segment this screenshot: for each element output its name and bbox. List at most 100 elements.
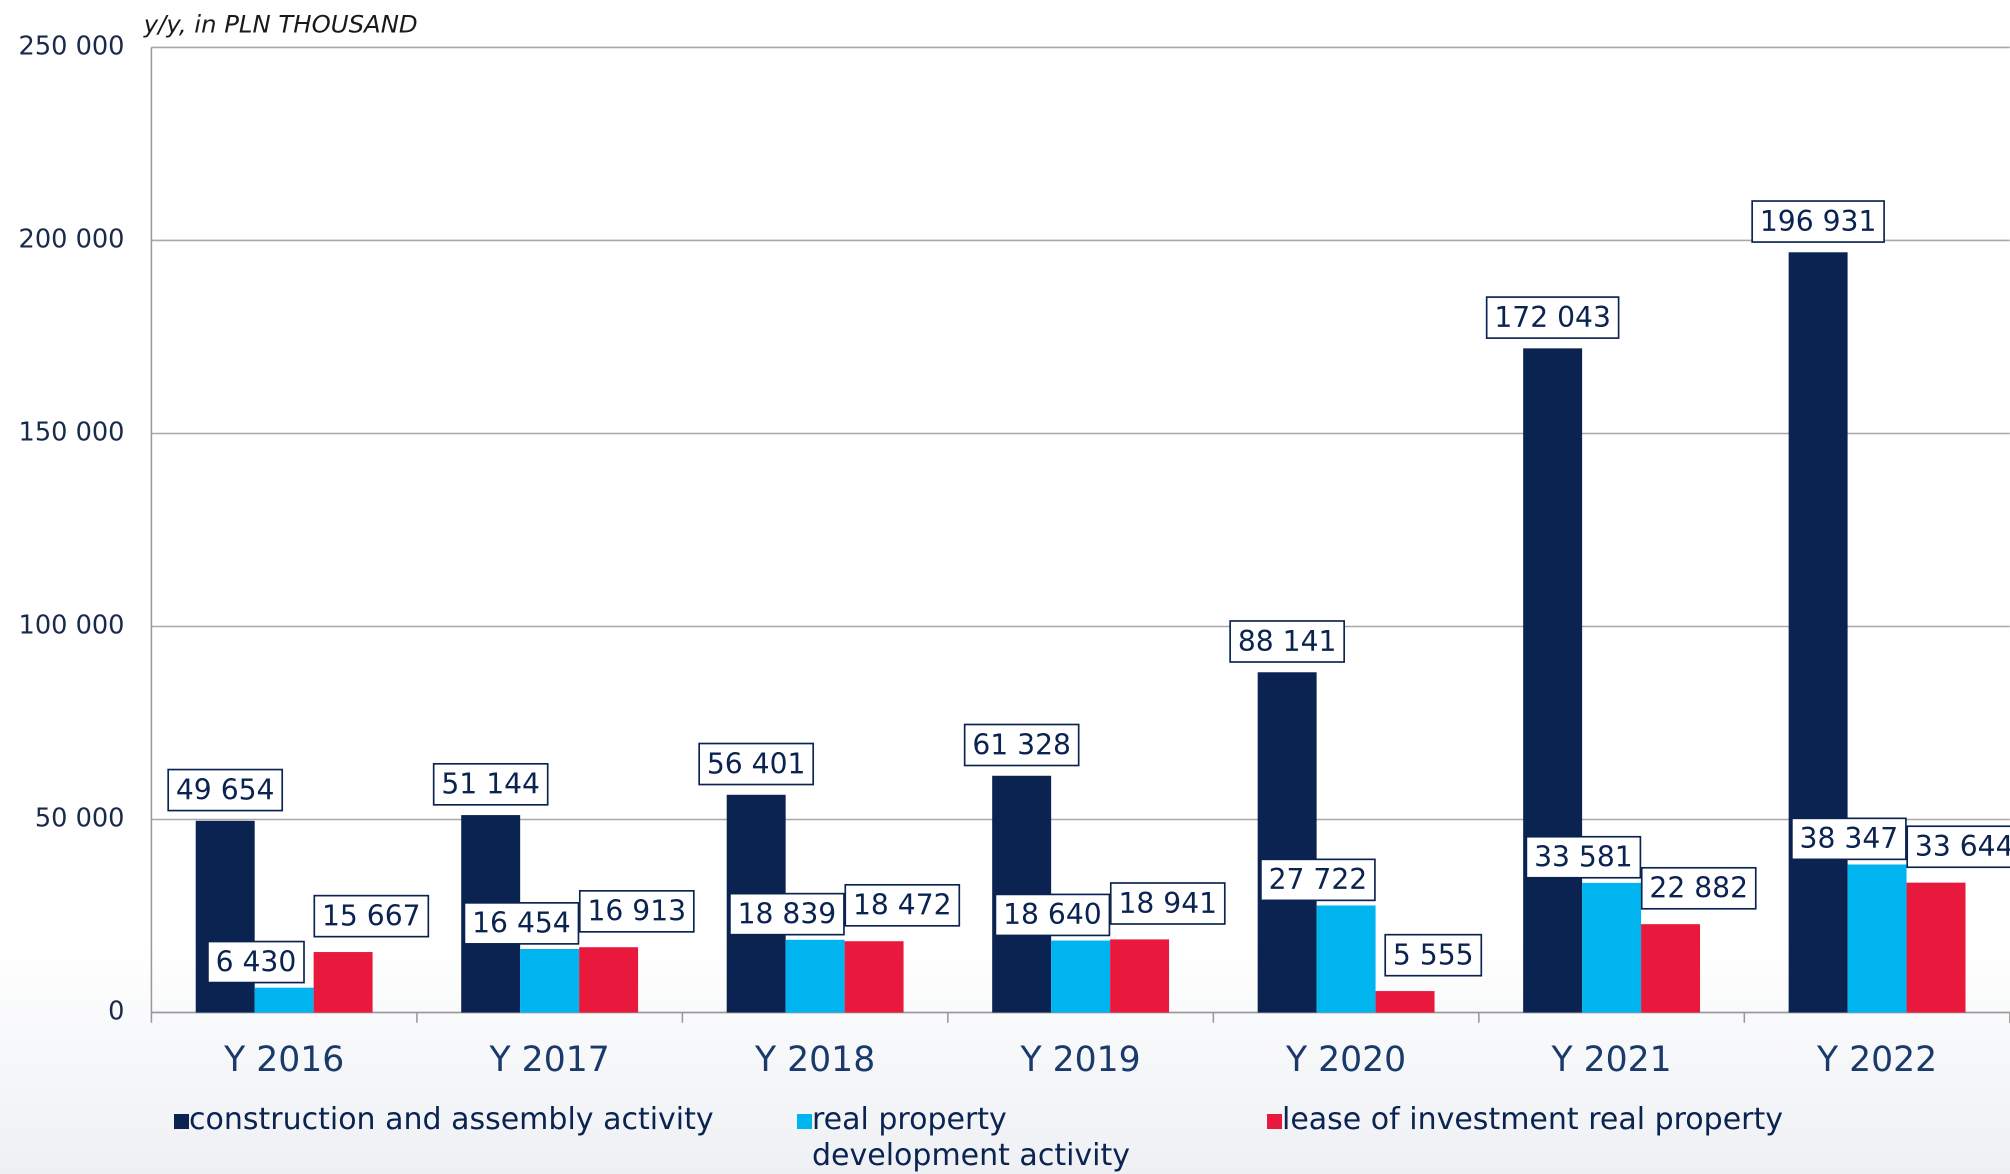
bar [1375, 991, 1435, 1013]
data-label-box [1640, 866, 1757, 910]
data-label-text: 27 722 [1269, 863, 1368, 896]
data-label-box [844, 883, 961, 927]
data-label: 18 839 [729, 892, 845, 936]
data-label: 38 347 [1791, 817, 1907, 861]
bar [520, 948, 580, 1013]
data-label: 51 144 [432, 762, 549, 806]
legend-swatch [797, 1114, 812, 1129]
bar [1523, 348, 1583, 1013]
y-tick-label: 150 000 [19, 417, 125, 447]
data-label-box [1791, 817, 1907, 861]
x-tick-label: Y 2021 [1551, 1040, 1672, 1080]
data-label: 61 328 [963, 723, 1080, 767]
data-label-text: 22 882 [1649, 872, 1748, 905]
x-tick-label: Y 2017 [489, 1040, 610, 1080]
bar [195, 820, 255, 1013]
legend-swatch [1267, 1114, 1282, 1129]
data-label-box [1384, 933, 1483, 977]
data-label-text: 196 931 [1760, 205, 1877, 238]
data-label-text: 15 667 [322, 899, 421, 932]
data-label-box [578, 889, 695, 933]
data-label: 5 555 [1384, 933, 1483, 977]
data-label-box [432, 762, 549, 806]
data-label-text: 38 347 [1800, 822, 1899, 855]
data-label-box [207, 940, 305, 984]
legend-label: construction and assembly activity [189, 1102, 714, 1137]
data-label: 172 043 [1485, 296, 1620, 339]
y-tick-label: 250 000 [19, 31, 125, 61]
y-tick-label: 100 000 [19, 610, 125, 640]
x-tick-label: Y 2018 [754, 1040, 875, 1080]
bar [1788, 252, 1848, 1013]
data-label-box [463, 902, 580, 945]
data-label-text: 18 472 [853, 889, 952, 922]
bar [313, 952, 373, 1013]
y-tick-label: 0 [108, 997, 124, 1027]
data-label: 16 454 [463, 902, 580, 945]
data-label-text: 56 401 [707, 747, 806, 780]
x-tick-label: Y 2022 [1816, 1040, 1937, 1080]
data-label-text: 5 555 [1393, 938, 1474, 971]
legend-label: real property development activity [812, 1102, 1131, 1173]
data-label: 16 913 [578, 889, 695, 933]
data-label-box [167, 768, 284, 812]
legend-item: lease of investment real property [1267, 1102, 1967, 1138]
data-label: 6 430 [207, 940, 305, 984]
data-label-box [1751, 200, 1885, 243]
data-label-box [1229, 620, 1345, 663]
legend-swatch [174, 1114, 189, 1129]
bar [1051, 940, 1111, 1013]
data-label-box [994, 893, 1111, 937]
bar [844, 941, 904, 1013]
data-label-text: 33 581 [1534, 841, 1633, 874]
x-tick-label: Y 2019 [1020, 1040, 1141, 1080]
data-label-box [1525, 835, 1642, 879]
data-label: 18 472 [844, 883, 961, 927]
data-label-box [698, 742, 815, 786]
data-label: 196 931 [1751, 200, 1885, 243]
bar [1582, 882, 1642, 1013]
y-tick-label: 50 000 [35, 803, 125, 833]
data-label: 22 882 [1640, 866, 1757, 910]
data-label-box [1109, 882, 1226, 925]
data-label: 56 401 [698, 742, 815, 786]
data-label-box [729, 892, 845, 936]
data-label-box [1906, 825, 2010, 869]
data-label-text: 18 839 [738, 897, 837, 930]
data-label-text: 18 640 [1003, 898, 1102, 931]
bar [254, 987, 314, 1013]
bar [1641, 924, 1701, 1013]
data-label-text: 88 141 [1238, 625, 1337, 658]
bar [1257, 672, 1317, 1013]
data-label-box [963, 723, 1080, 767]
bar [1316, 905, 1376, 1013]
data-label-box [1485, 296, 1620, 339]
bar [1847, 864, 1907, 1013]
data-label: 18 941 [1109, 882, 1226, 925]
data-label: 33 581 [1525, 835, 1642, 879]
y-tick-label: 200 000 [19, 224, 125, 254]
bar [579, 947, 639, 1013]
data-label-text: 6 430 [216, 945, 297, 978]
legend-label: lease of investment real property [1282, 1102, 1784, 1137]
legend-item: construction and assembly activity [174, 1102, 874, 1138]
data-label-box [1260, 858, 1376, 902]
data-label-text: 33 644 [1915, 830, 2010, 863]
data-label-box [313, 894, 430, 938]
data-label-text: 49 654 [176, 773, 275, 806]
data-label-text: 18 941 [1118, 887, 1217, 920]
data-label: 18 640 [994, 893, 1111, 937]
data-label-text: 16 913 [587, 895, 686, 928]
data-label: 49 654 [167, 768, 284, 812]
bar [785, 939, 845, 1013]
x-tick-label: Y 2016 [223, 1040, 344, 1080]
data-label-text: 172 043 [1494, 301, 1611, 334]
data-label: 27 722 [1260, 858, 1376, 902]
data-label-text: 16 454 [472, 907, 571, 940]
data-label: 33 644 [1906, 825, 2010, 869]
x-tick-label: Y 2020 [1285, 1040, 1406, 1080]
bar [1906, 882, 1966, 1013]
data-label-text: 61 328 [972, 728, 1071, 761]
